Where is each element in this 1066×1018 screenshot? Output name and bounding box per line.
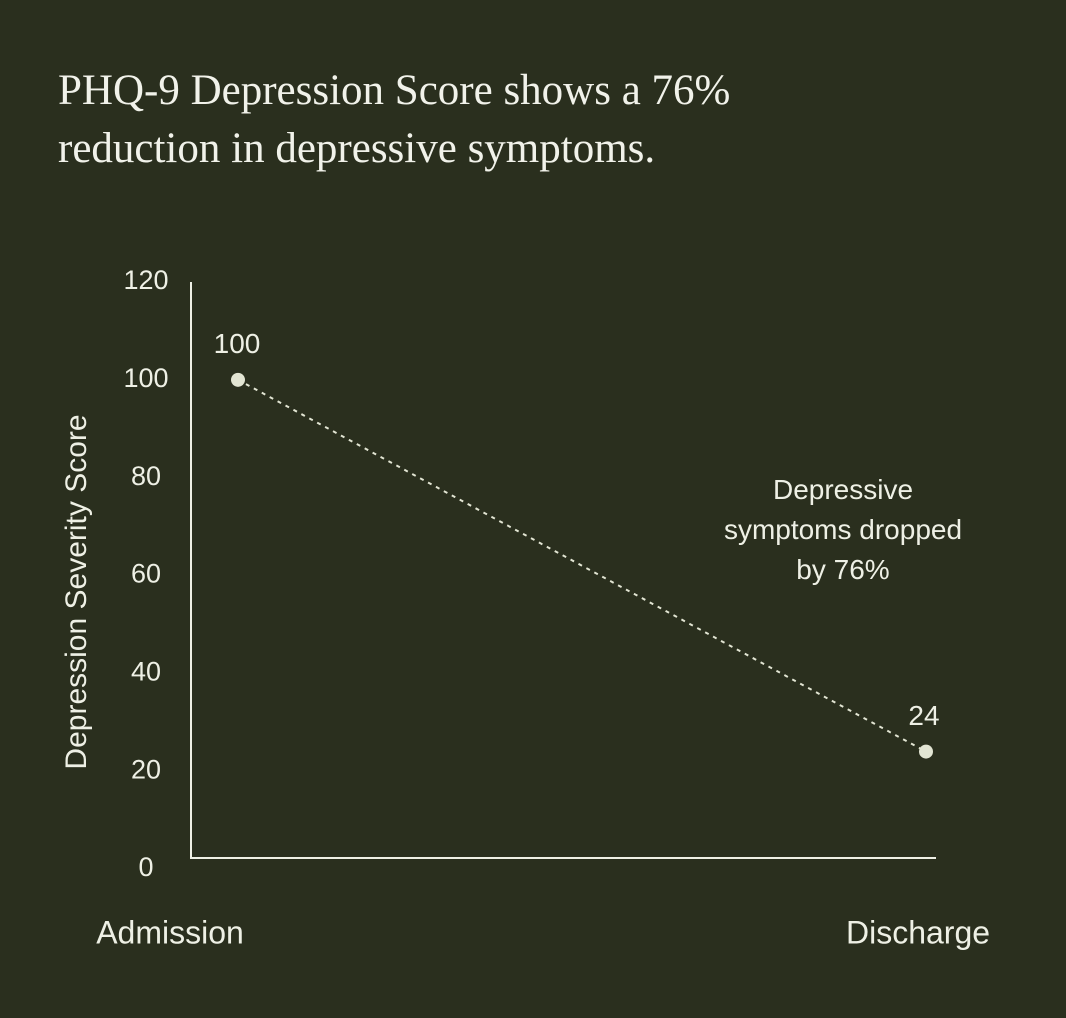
y-axis-label: Depression Severity Score bbox=[60, 414, 93, 769]
point bbox=[231, 372, 245, 387]
chart-title: PHQ-9 Depression Score shows a 76% reduc… bbox=[58, 67, 731, 172]
y-tick-label: 80 bbox=[131, 461, 161, 491]
y-tick-label: 40 bbox=[131, 656, 161, 686]
data-label: 100 bbox=[214, 328, 261, 359]
x-tick-label: Admission bbox=[96, 914, 244, 950]
line bbox=[237, 378, 927, 753]
x-tick-label: Discharge bbox=[846, 914, 990, 950]
y-tick-label: 120 bbox=[123, 265, 168, 295]
point bbox=[919, 744, 933, 759]
annotation: Depressive symptoms dropped by 76% bbox=[723, 474, 963, 585]
y-tick-label: 0 bbox=[138, 852, 153, 882]
y-tick-label: 60 bbox=[131, 559, 161, 589]
data-label: 24 bbox=[908, 700, 939, 731]
y-tick-label: 20 bbox=[131, 754, 161, 784]
y-tick-label: 100 bbox=[123, 363, 168, 393]
